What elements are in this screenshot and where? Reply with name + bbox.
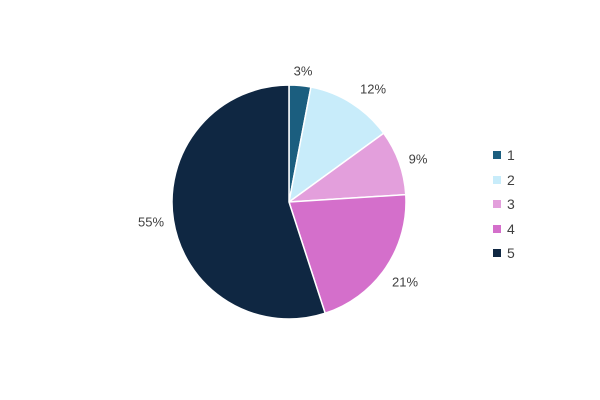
- data-label-5: 55%: [137, 214, 165, 230]
- legend-item-2[interactable]: 2: [493, 168, 515, 193]
- legend-label: 3: [507, 196, 515, 213]
- data-label-3: 9%: [408, 151, 428, 167]
- legend-label: 2: [507, 171, 515, 188]
- legend-item-4[interactable]: 4: [493, 217, 515, 242]
- data-label-4: 21%: [391, 274, 419, 290]
- legend-label: 1: [507, 147, 515, 164]
- pie-slice-4[interactable]: [287, 193, 407, 315]
- legend-swatch-icon: [493, 224, 501, 233]
- legend-swatch-icon: [493, 249, 501, 258]
- legend-item-3[interactable]: 3: [493, 192, 515, 217]
- data-label-2: 12%: [359, 81, 387, 97]
- legend-swatch-icon: [493, 200, 501, 209]
- legend-item-1[interactable]: 1: [493, 143, 515, 168]
- data-label-1: 3%: [293, 63, 313, 79]
- legend-swatch-icon: [493, 151, 501, 160]
- legend-swatch-icon: [493, 175, 501, 184]
- pie-slice-2[interactable]: [287, 86, 385, 204]
- legend-label: 4: [507, 220, 515, 237]
- legend: 1 2 3 4 5: [493, 143, 515, 266]
- pie-slice-5[interactable]: [171, 84, 327, 320]
- legend-label: 5: [507, 245, 515, 262]
- legend-item-5[interactable]: 5: [493, 241, 515, 266]
